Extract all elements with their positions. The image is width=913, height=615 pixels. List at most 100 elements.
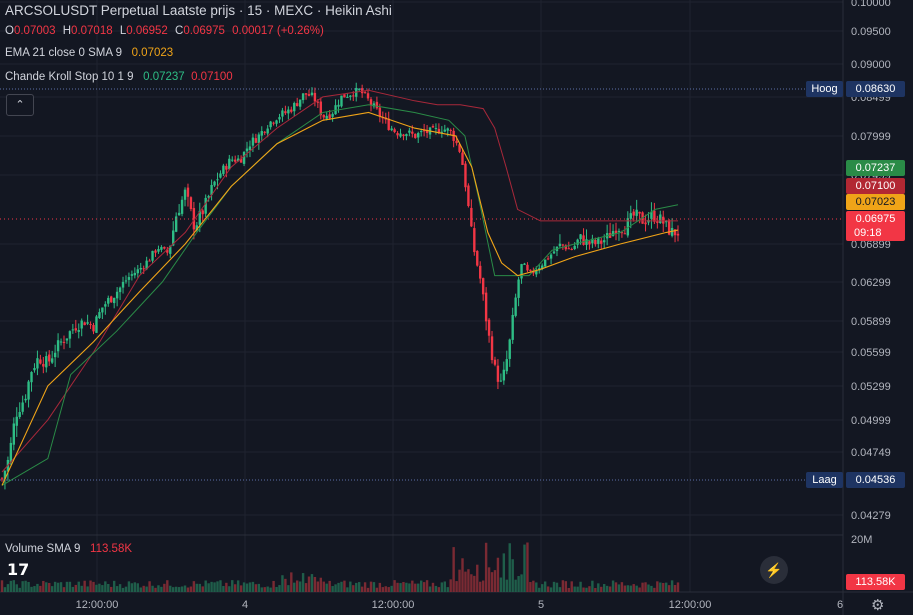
chande-label: Chande Kroll Stop 10 1 9: [5, 71, 134, 83]
candle-up: [242, 151, 246, 164]
candle-up: [27, 381, 30, 400]
volume-bar: [325, 583, 328, 592]
candle-up: [346, 96, 349, 98]
volume-legend[interactable]: Volume SMA 9 113.58K: [5, 543, 132, 555]
candle-down: [570, 249, 573, 251]
volume-bar: [597, 583, 600, 592]
volume-bar: [95, 584, 98, 592]
volume-bar: [567, 587, 570, 592]
candle-up: [576, 239, 579, 245]
candle-up: [349, 95, 352, 97]
candle-up: [585, 239, 588, 245]
volume-bar: [369, 581, 373, 592]
candle-up: [337, 104, 340, 107]
close-value: 0.06975: [183, 25, 225, 37]
volume-bar: [419, 580, 423, 592]
candle-up: [275, 120, 278, 124]
volume-bar: [449, 579, 452, 592]
candle-down: [328, 114, 331, 119]
candle-up: [231, 159, 234, 161]
volume-bar: [21, 581, 24, 592]
volume-bar: [493, 570, 497, 592]
collapse-legend-button[interactable]: ⌃: [6, 94, 34, 116]
gear-icon[interactable]: ⚙: [871, 597, 885, 614]
ohlc-legend: O0.07003 H0.07018 L0.06952 C0.06975 0.00…: [5, 25, 328, 37]
candle-up: [3, 470, 7, 479]
volume-bar: [316, 581, 320, 592]
volume-bar: [201, 586, 204, 592]
open-value: 0.07003: [13, 25, 56, 37]
volume-bar: [248, 582, 252, 592]
volume-bar: [307, 576, 311, 592]
volume-bar: [626, 585, 630, 592]
candle-up: [80, 320, 83, 329]
candle-up: [558, 243, 562, 247]
candle-up: [65, 338, 69, 341]
volume-bar: [458, 569, 461, 592]
volume-bar: [45, 582, 48, 592]
candle-up: [310, 92, 314, 96]
candle-up: [68, 331, 72, 339]
volume-bar: [411, 580, 414, 592]
volume-bar: [328, 580, 331, 592]
candle-up: [325, 115, 328, 119]
candle-up: [502, 369, 506, 381]
volume-bar: [24, 580, 27, 592]
volume-bar: [183, 585, 187, 592]
candle-down: [532, 270, 535, 274]
volume-bar: [632, 584, 635, 592]
volume-bar: [623, 585, 627, 592]
chande-legend[interactable]: Chande Kroll Stop 10 1 9 0.07237 0.07100: [5, 71, 233, 83]
volume-bar: [484, 542, 488, 592]
ema-legend[interactable]: EMA 21 close 0 SMA 9 0.07023: [5, 47, 173, 59]
candle-down: [425, 130, 429, 133]
volume-bar: [476, 564, 479, 592]
price-axis-label: 0.07999: [851, 131, 891, 143]
lightning-icon[interactable]: ⚡: [760, 556, 788, 584]
volume-bar: [461, 558, 464, 592]
candle-up: [664, 220, 668, 223]
volume-bar: [148, 581, 151, 592]
volume-bar: [89, 580, 92, 592]
candle-down: [481, 278, 485, 295]
volume-bar: [499, 577, 503, 592]
candle-up: [287, 109, 290, 114]
volume-bar: [301, 573, 305, 592]
tradingview-logo[interactable]: 17: [7, 560, 30, 579]
candle-down: [564, 245, 568, 250]
volume-bar: [127, 581, 131, 592]
candle-down: [632, 211, 635, 216]
volume-bar: [481, 580, 485, 592]
candle-up: [573, 245, 576, 250]
candle-up: [419, 131, 423, 133]
time-axis-label: 12:00:00: [76, 599, 119, 611]
volume-bar: [393, 580, 396, 592]
candle-up: [45, 356, 48, 368]
candle-up: [626, 218, 630, 236]
candle-up: [124, 280, 128, 282]
candle-down: [313, 92, 317, 102]
volume-bar: [295, 580, 299, 592]
candle-down: [487, 319, 491, 336]
last-price-tag: 0.06975 09:18: [846, 211, 905, 241]
volume-bar: [535, 582, 538, 592]
candle-up: [151, 250, 154, 261]
candle-down: [360, 88, 364, 94]
candle-down: [470, 207, 473, 227]
candle-up: [56, 340, 60, 352]
volume-bar: [532, 580, 535, 592]
candle-down: [653, 210, 656, 222]
volume-bar: [653, 587, 656, 592]
candle-up: [517, 279, 520, 298]
volume-bar: [473, 575, 476, 592]
candle-up: [440, 131, 444, 133]
candle-up: [172, 230, 175, 246]
high-label: H: [62, 25, 72, 37]
volume-bar: [600, 586, 603, 592]
candle-up: [130, 274, 134, 276]
candle-down: [295, 103, 299, 107]
candle-down: [166, 249, 169, 253]
volume-bar: [505, 579, 508, 592]
candle-up: [160, 247, 163, 250]
